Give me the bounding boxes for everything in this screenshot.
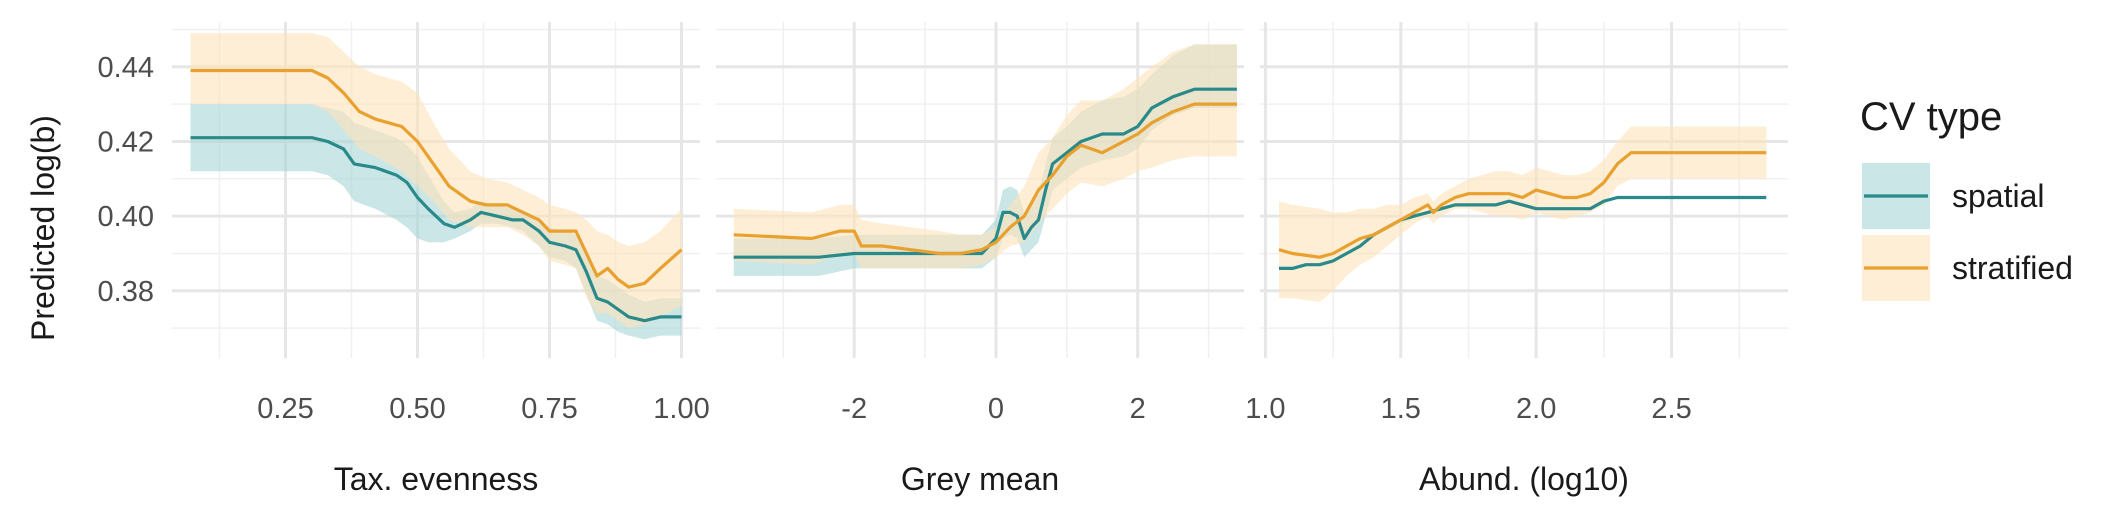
legend-label: stratified: [1952, 250, 2073, 286]
ci-band-stratified: [190, 33, 682, 329]
series-line-spatial: [1279, 195, 1767, 270]
legend: CV type spatial stratified: [1860, 95, 2073, 301]
x-tick-label: 1.5: [1381, 393, 1421, 425]
legend-entry-spatial: spatial: [1862, 163, 2045, 229]
x-axis-title: Grey mean: [901, 461, 1059, 497]
panel-3: 1.0 1.5 2.0 2.5 Abund. (log10): [1245, 22, 1788, 497]
series-line-stratified: [1278, 151, 1767, 259]
panel-1: 0.25 0.50 0.75 1.00 Tax. evenness: [172, 22, 710, 497]
x-tick-label: 0.25: [257, 393, 313, 425]
x-tick-label: -2: [841, 393, 867, 425]
y-axis-title: Predicted log(b): [25, 115, 61, 341]
y-tick-label: 0.42: [98, 126, 154, 158]
chart-panels: 0.25 0.50 0.75 1.00 Tax. evenness -2 0 2 Grey me…: [172, 22, 1788, 497]
ci-band-stratified: [1279, 126, 1767, 302]
x-tick-label: 0.50: [389, 393, 445, 425]
legend-entry-stratified: stratified: [1862, 235, 2073, 301]
ci-band-stratified: [733, 44, 1237, 269]
series-line-stratified: [190, 68, 683, 289]
x-axis-title: Tax. evenness: [334, 461, 539, 497]
panel-2: -2 0 2 Grey mean: [716, 22, 1244, 497]
x-tick-label: 1.00: [653, 393, 709, 425]
y-tick-label: 0.40: [98, 201, 154, 233]
series-line-stratified: [733, 102, 1237, 256]
y-axis: 0.38 0.40 0.42 0.44: [98, 52, 154, 308]
x-tick-label: 1.0: [1245, 393, 1285, 425]
ci-band-spatial: [190, 104, 682, 340]
x-tick-label: 0: [988, 393, 1004, 425]
legend-title: CV type: [1860, 95, 2002, 139]
x-tick-label: 2.5: [1651, 393, 1691, 425]
series-line-spatial: [190, 136, 682, 323]
x-tick-label: 0.75: [521, 393, 577, 425]
y-tick-label: 0.44: [98, 52, 154, 84]
legend-label: spatial: [1952, 178, 2045, 214]
x-axis-title: Abund. (log10): [1419, 461, 1629, 497]
x-tick-label: 2: [1130, 393, 1146, 425]
x-tick-label: 2.0: [1516, 393, 1556, 425]
y-tick-label: 0.38: [98, 276, 154, 308]
